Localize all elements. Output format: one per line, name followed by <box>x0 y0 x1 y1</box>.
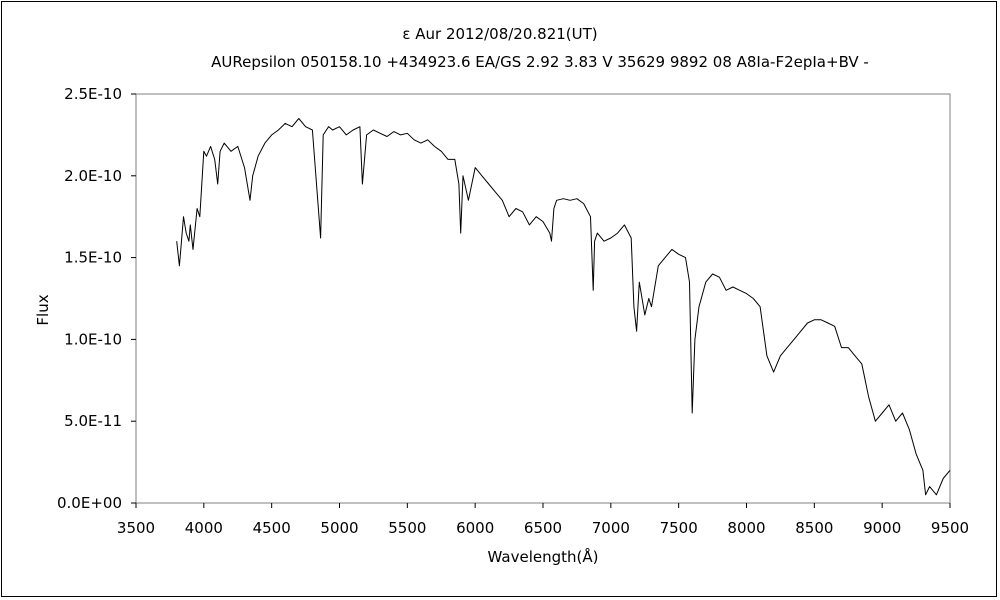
x-axis: 3500 4000 4500 5000 5500 6000 6500 7000 7500 8000… <box>117 503 969 537</box>
y-tick-label: 2.5E-10 <box>64 85 122 103</box>
spectrum-line <box>176 118 951 496</box>
y-tick-label: 5.0E-11 <box>64 412 122 430</box>
x-tick-label: 6000 <box>456 519 494 537</box>
y-tick-label: 1.5E-10 <box>64 249 122 267</box>
x-tick-label: 4500 <box>253 519 291 537</box>
x-axis-label: Wavelength(Å) <box>487 548 599 566</box>
y-tick-label: 2.0E-10 <box>64 167 122 185</box>
x-tick-label: 9500 <box>931 519 969 537</box>
x-tick-label: 5500 <box>388 519 426 537</box>
y-tick-label: 1.0E-10 <box>64 330 122 348</box>
x-tick-label: 8500 <box>795 519 833 537</box>
x-tick-label: 3500 <box>117 519 155 537</box>
x-tick-label: 6500 <box>524 519 562 537</box>
x-tick-label: 4000 <box>185 519 223 537</box>
y-tick-label: 0.0E+00 <box>57 494 122 512</box>
chart-title: ε Aur 2012/08/20.821(UT) <box>402 25 598 43</box>
x-tick-label: 7500 <box>660 519 698 537</box>
y-axis: 0.0E+00 5.0E-11 1.0E-10 1.5E-10 2.0E-10 2.5E-… <box>57 85 136 512</box>
series-group <box>176 118 951 496</box>
plot-area <box>135 93 951 504</box>
x-tick-label: 5000 <box>320 519 358 537</box>
x-tick-label: 8000 <box>727 519 765 537</box>
chart-subtitle: AURepsilon 050158.10 +434923.6 EA/GS 2.9… <box>211 53 869 71</box>
x-tick-label: 9000 <box>863 519 901 537</box>
x-tick-label: 7000 <box>592 519 630 537</box>
